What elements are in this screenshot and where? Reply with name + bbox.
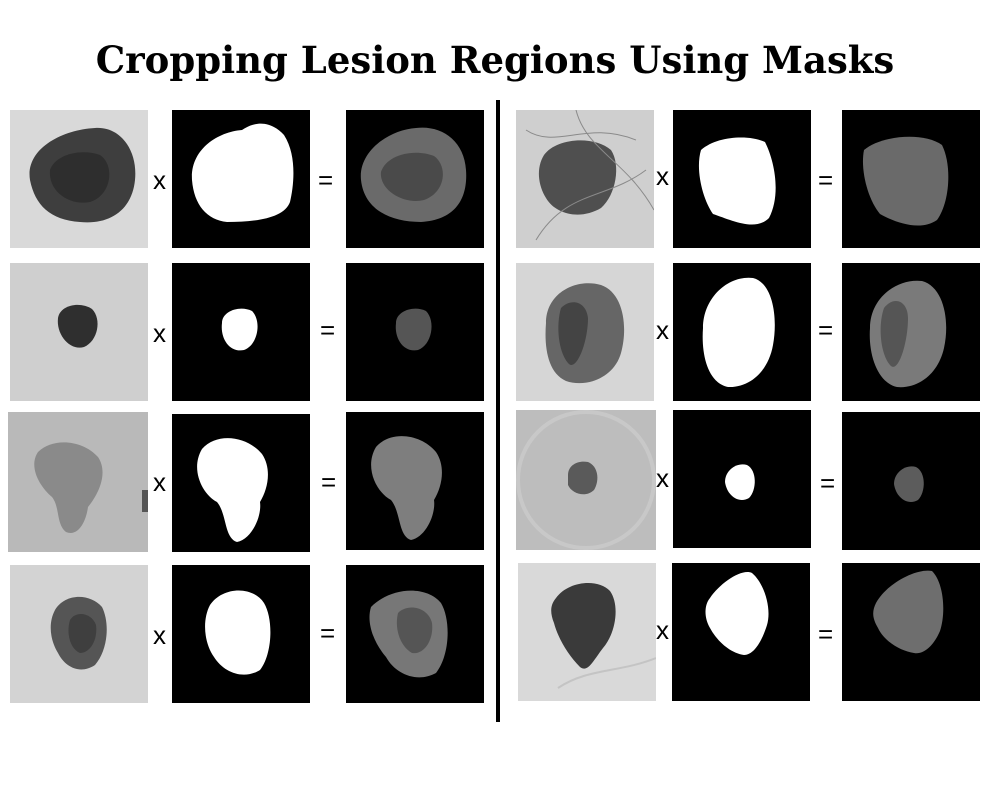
multiply-sign: x [153,165,166,195]
mask-right-1 [673,110,811,248]
skin-image-right-1 [516,110,654,248]
equals-sign: = [320,315,336,345]
cropped-lesion-left-1 [346,110,484,248]
equals-sign: = [318,165,334,195]
equals-sign: = [321,467,337,497]
mask-right-3 [673,410,811,548]
cropped-lesion-left-4 [346,565,484,703]
multiply-sign: x [656,315,669,345]
multiply-sign: x [153,318,166,348]
cropped-lesion-left-3 [346,412,484,550]
cropped-lesion-left-2 [346,263,484,401]
skin-image-left-4 [10,565,148,703]
cropped-lesion-right-2 [842,263,980,401]
equals-sign: = [818,619,834,649]
multiply-sign: x [656,615,669,645]
skin-image-right-4 [518,563,656,701]
page-title: Cropping Lesion Regions Using Masks [95,38,895,82]
cropped-lesion-right-1 [842,110,980,248]
skin-image-left-2 [10,263,148,401]
skin-image-left-1 [10,110,148,248]
mask-right-4 [672,563,810,701]
cropped-lesion-right-3 [842,412,980,550]
multiply-sign: x [153,620,166,650]
mask-left-4 [172,565,310,703]
skin-image-right-3 [516,410,656,550]
skin-image-right-2 [516,263,654,401]
multiply-sign: x [153,467,166,497]
mask-left-1 [172,110,310,248]
mask-left-3 [172,414,310,552]
multiply-sign: x [656,161,669,191]
equals-sign: = [820,468,836,498]
cropped-lesion-right-4 [842,563,980,701]
center-divider [496,100,500,722]
equals-sign: = [818,165,834,195]
equals-sign: = [320,618,336,648]
mask-left-2 [172,263,310,401]
multiply-sign: x [656,463,669,493]
skin-image-left-3 [8,412,148,552]
equals-sign: = [818,315,834,345]
mask-right-2 [673,263,811,401]
